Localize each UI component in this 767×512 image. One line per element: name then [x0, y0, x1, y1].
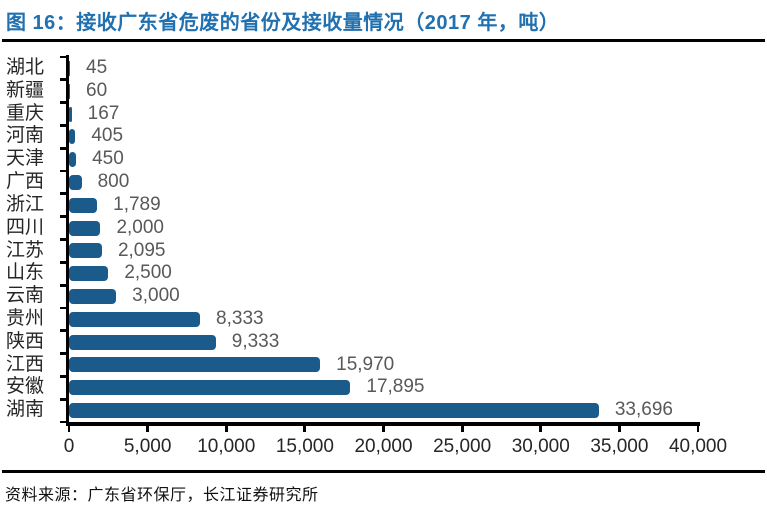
bar-value-label: 2,000	[116, 216, 164, 238]
y-axis-label: 新疆	[5, 79, 44, 101]
y-axis-tick	[60, 260, 66, 264]
x-axis-label: 40,000	[668, 436, 728, 457]
bar	[69, 106, 72, 122]
bar-value-label: 9,333	[231, 330, 280, 352]
bar	[69, 243, 102, 259]
bar-value-label: 450	[92, 148, 124, 170]
y-axis-label: 陕西	[5, 330, 44, 352]
y-axis-tick	[60, 329, 66, 333]
bar-value-label: 2,500	[124, 262, 172, 284]
x-axis-tick	[617, 422, 621, 432]
y-axis-tick	[60, 283, 66, 287]
x-axis-tick	[303, 422, 307, 432]
bar	[69, 380, 351, 396]
x-axis-label: 30,000	[511, 436, 570, 457]
y-axis-tick	[60, 101, 66, 105]
y-axis-label: 重庆	[5, 102, 44, 124]
y-axis-tick	[60, 146, 66, 150]
y-axis-label: 江西	[5, 353, 44, 375]
bar-value-label: 1,789	[113, 193, 161, 215]
y-axis-label: 江苏	[5, 239, 44, 261]
y-axis-label: 湖北	[5, 57, 44, 78]
y-axis-tick	[60, 420, 66, 424]
x-axis-label: 10,000	[197, 436, 256, 457]
bar	[69, 266, 109, 282]
bar-value-label: 8,333	[216, 307, 264, 329]
x-axis-tick	[146, 422, 150, 432]
bar-value-label: 405	[91, 125, 124, 147]
bar-value-label: 800	[97, 171, 130, 193]
bar	[69, 152, 77, 168]
figure-title: 图 16：接收广东省危废的省份及接收量情况（2017 年，吨）	[6, 12, 560, 34]
y-axis-label: 贵州	[5, 307, 44, 329]
y-axis-label: 河南	[5, 125, 44, 147]
bar	[69, 60, 70, 76]
bar-value-label: 15,970	[336, 353, 395, 375]
bar-value-label: 33,696	[614, 399, 673, 421]
x-axis-label: 25,000	[433, 436, 492, 457]
bar	[69, 289, 117, 305]
bar	[69, 174, 82, 190]
footer-divider	[2, 470, 765, 473]
bar-value-label: 167	[87, 102, 120, 124]
x-axis-tick	[382, 422, 385, 432]
y-axis-label: 浙江	[5, 193, 44, 215]
bar	[69, 403, 599, 419]
bar	[69, 197, 98, 213]
y-axis-label: 广西	[5, 171, 44, 193]
y-axis-tick	[60, 352, 66, 355]
x-axis-label: 5,000	[123, 436, 172, 457]
bar	[69, 220, 101, 236]
bar-value-label: 2,095	[117, 239, 166, 261]
y-axis-label: 天津	[5, 148, 44, 170]
bar-value-label: 60	[86, 79, 108, 101]
x-axis-label: 15,000	[275, 436, 334, 457]
bar-value-label: 3,000	[132, 285, 180, 307]
y-axis-tick	[60, 238, 66, 241]
y-axis-label: 湖南	[5, 399, 44, 421]
y-axis-tick	[60, 78, 66, 82]
y-axis-tick	[60, 374, 66, 378]
y-axis-tick	[60, 124, 66, 127]
y-axis-tick	[60, 306, 66, 310]
y-axis-label: 云南	[5, 285, 44, 307]
y-axis-label: 安徽	[5, 376, 44, 398]
y-axis-tick	[60, 215, 66, 219]
y-axis-tick	[60, 55, 66, 59]
x-axis-tick	[67, 422, 71, 432]
y-axis-tick	[60, 397, 66, 401]
x-axis-tick	[460, 422, 464, 432]
bar	[69, 83, 70, 99]
bar	[69, 311, 201, 327]
y-axis-label: 四川	[5, 216, 44, 238]
bar	[69, 334, 216, 350]
bar-value-label: 17,895	[366, 376, 425, 398]
x-axis-tick	[696, 422, 700, 432]
bar	[69, 129, 76, 145]
x-axis-tick	[224, 422, 228, 432]
y-axis-tick	[60, 169, 66, 173]
x-axis-tick	[539, 422, 543, 432]
y-axis-tick	[60, 192, 66, 196]
x-axis-label: 35,000	[590, 436, 649, 457]
bar-value-label: 45	[86, 57, 108, 78]
x-axis-label: 20,000	[354, 436, 413, 457]
title-divider	[2, 39, 765, 42]
y-axis-label: 山东	[5, 262, 44, 284]
source-note: 资料来源：广东省环保厅，长江证券研究所	[5, 487, 319, 504]
bar	[69, 357, 321, 373]
x-axis-label: 0	[63, 436, 75, 457]
y-axis	[65, 55, 69, 426]
